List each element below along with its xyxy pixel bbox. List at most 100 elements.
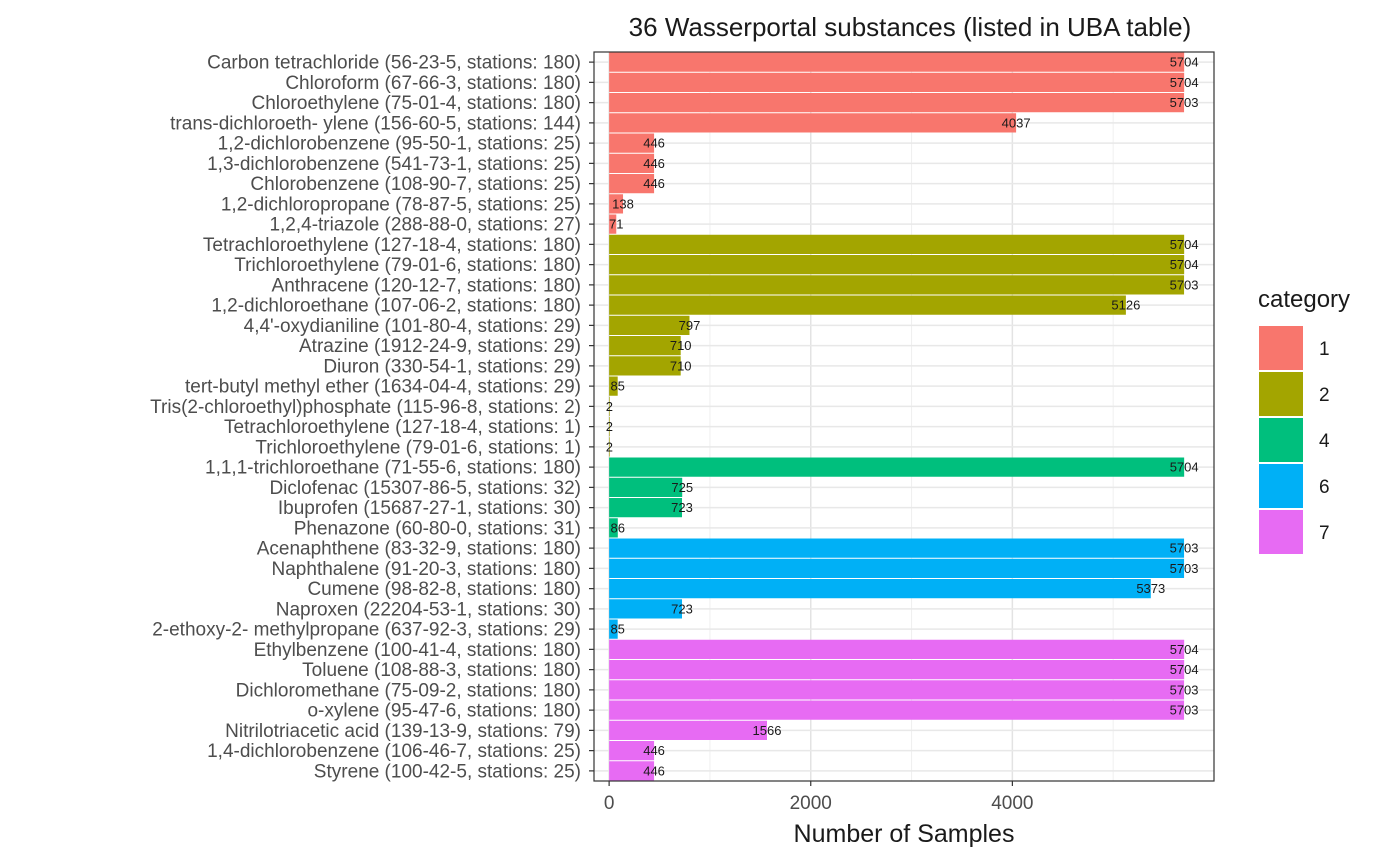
data-label: 5703	[1170, 541, 1199, 556]
data-label: 2	[606, 399, 613, 414]
bar	[609, 356, 681, 376]
data-label: 446	[643, 136, 665, 151]
bar	[609, 579, 1151, 599]
bar	[609, 376, 618, 396]
plot-border	[593, 51, 1215, 782]
data-label: 446	[643, 176, 665, 191]
legend-swatch	[1259, 372, 1303, 416]
y-tick-label: 1,4-dichlorobenzene (106-46-7, stations:…	[207, 741, 581, 762]
x-tick-label: 2000	[790, 793, 832, 814]
data-label: 1566	[753, 723, 782, 738]
y-tick-label: trans-dichloroeth- ylene (156-60-5, stat…	[170, 113, 581, 134]
data-label: 5703	[1170, 561, 1199, 576]
data-label: 723	[671, 601, 693, 616]
data-label: 5704	[1170, 460, 1199, 475]
legend-title: category	[1258, 286, 1350, 313]
legend-swatch	[1259, 418, 1303, 462]
bar	[609, 741, 655, 761]
y-tick-label: 4,4'-oxydianiline (101-80-4, stations: 2…	[244, 316, 581, 337]
data-label: 5703	[1170, 682, 1199, 697]
data-label: 5704	[1170, 237, 1199, 252]
panel-background	[594, 52, 1214, 781]
y-tick-label: Chlorobenzene (108-90-7, stations: 25)	[250, 174, 581, 195]
y-tick-label: 1,3-dichlorobenzene (541-73-1, stations:…	[207, 154, 581, 175]
bar	[609, 234, 1185, 254]
legend-label: 1	[1319, 339, 1330, 360]
y-tick-label: Atrazine (1912-24-9, stations: 29)	[299, 336, 581, 357]
data-label: 797	[679, 318, 701, 333]
bar	[609, 700, 1185, 720]
legend-swatch	[1259, 510, 1303, 554]
bar	[609, 417, 610, 437]
bar	[609, 153, 655, 173]
data-label: 5703	[1170, 95, 1199, 110]
y-tick-label: Dichloromethane (75-09-2, stations: 180)	[236, 680, 581, 701]
y-tick-label: Tetrachloroethylene (127-18-4, stations:…	[224, 417, 581, 438]
bar	[609, 72, 1185, 92]
y-tick-label: Phenazone (60-80-0, stations: 31)	[294, 518, 581, 539]
bar	[609, 437, 610, 457]
y-tick-label: 1,1,1-trichloroethane (71-55-6, stations…	[205, 458, 581, 479]
bar	[609, 680, 1185, 700]
data-label: 5703	[1170, 277, 1199, 292]
data-label: 5704	[1170, 662, 1199, 677]
data-label: 2	[606, 439, 613, 454]
x-axis-label: Number of Samples	[794, 820, 1015, 848]
y-tick-label: 1,2-dichlorobenzene (95-50-1, stations: …	[218, 134, 581, 155]
legend-label: 2	[1319, 385, 1330, 406]
bar	[609, 52, 1185, 72]
data-label: 85	[610, 379, 624, 394]
y-tick-label: Chloroethylene (75-01-4, stations: 180)	[251, 93, 581, 114]
data-label: 138	[612, 196, 634, 211]
y-tick-label: Styrene (100-42-5, stations: 25)	[314, 761, 581, 782]
x-tick-label: 4000	[991, 793, 1033, 814]
legend-label: 7	[1319, 523, 1330, 544]
y-tick-label: Naproxen (22204-53-1, stations: 30)	[276, 599, 581, 620]
y-tick-label: tert-butyl methyl ether (1634-04-4, stat…	[185, 377, 581, 398]
y-tick-label: Toluene (108-88-3, stations: 180)	[302, 660, 581, 681]
data-label: 5704	[1170, 257, 1199, 272]
data-label: 5703	[1170, 703, 1199, 718]
y-tick-label: Naphthalene (91-20-3, stations: 180)	[272, 559, 581, 580]
bar	[609, 457, 1185, 477]
bar	[609, 255, 1185, 275]
data-label: 723	[671, 500, 693, 515]
bar	[609, 639, 1185, 659]
y-tick-label: Anthracene (120-12-7, stations: 180)	[272, 275, 581, 296]
y-tick-label: Trichloroethylene (79-01-6, stations: 1)	[255, 437, 581, 458]
bar	[609, 336, 681, 356]
bar	[609, 295, 1126, 315]
data-label: 86	[611, 520, 625, 535]
y-tick-label: 1,2-dichloroethane (107-06-2, stations: …	[211, 296, 581, 317]
data-label: 71	[609, 217, 623, 232]
bar	[609, 93, 1185, 113]
bar	[609, 315, 690, 335]
y-tick-label: Ethylbenzene (100-41-4, stations: 180)	[254, 640, 581, 661]
y-tick-label: 1,2,4-triazole (288-88-0, stations: 27)	[269, 215, 581, 236]
data-label: 446	[643, 743, 665, 758]
legend-label: 4	[1319, 431, 1330, 452]
y-tick-label: o-xylene (95-47-6, stations: 180)	[307, 701, 581, 722]
bar	[609, 113, 1017, 133]
bar	[609, 518, 618, 538]
data-label: 2	[606, 419, 613, 434]
plot-panel	[594, 52, 1214, 781]
bar	[609, 660, 1185, 680]
y-tick-label: Tris(2-chloroethyl)phosphate (115-96-8, …	[150, 397, 581, 418]
y-tick-label: 2-ethoxy-2- methylpropane (637-92-3, sta…	[152, 620, 581, 641]
y-tick-label: Diclofenac (15307-86-5, stations: 32)	[269, 478, 581, 499]
data-labels: 5704 5704 5703 4037 446 446 446 138 71 5704 5704 57…	[606, 55, 1199, 779]
legend-swatch	[1259, 326, 1303, 370]
y-tick-label: Chloroform (67-66-3, stations: 180)	[285, 73, 581, 94]
bar	[609, 214, 617, 234]
y-tick-label: Ibuprofen (15687-27-1, stations: 30)	[278, 498, 581, 519]
data-label: 5704	[1170, 75, 1199, 90]
bar	[609, 275, 1185, 295]
bar	[609, 619, 618, 639]
bar	[609, 498, 683, 518]
data-label: 5704	[1170, 55, 1199, 70]
bar	[609, 477, 683, 497]
bar	[609, 599, 683, 619]
legend: category 1 2 4 6 7	[1258, 286, 1350, 554]
data-label: 85	[610, 622, 624, 637]
